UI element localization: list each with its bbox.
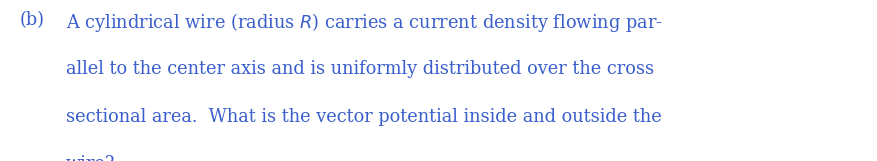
Text: wire?: wire? — [66, 155, 115, 161]
Text: allel to the center axis and is uniformly distributed over the cross: allel to the center axis and is uniforml… — [66, 60, 654, 78]
Text: sectional area.  What is the vector potential inside and outside the: sectional area. What is the vector poten… — [66, 108, 661, 126]
Text: (b): (b) — [19, 11, 45, 29]
Text: A cylindrical wire (radius $R$) carries a current density flowing par-: A cylindrical wire (radius $R$) carries … — [66, 11, 663, 34]
